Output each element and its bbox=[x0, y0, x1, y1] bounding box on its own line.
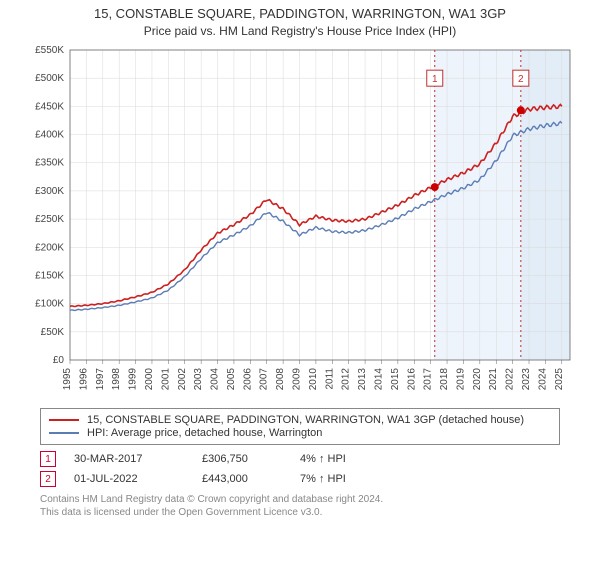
svg-text:£400K: £400K bbox=[35, 130, 64, 141]
svg-text:2007: 2007 bbox=[259, 368, 270, 391]
dp2-trend: 7% ↑ HPI bbox=[300, 473, 380, 485]
svg-text:1998: 1998 bbox=[111, 368, 122, 391]
chart-subtitle: Price paid vs. HM Land Registry's House … bbox=[0, 24, 600, 38]
svg-text:2017: 2017 bbox=[423, 368, 434, 391]
chart-area: £0 £50K £100K £150K £200K £250K £300K £350K £400… bbox=[20, 42, 580, 402]
footer-attribution: Contains HM Land Registry data © Crown c… bbox=[40, 493, 560, 519]
svg-text:2014: 2014 bbox=[373, 368, 384, 391]
svg-text:2023: 2023 bbox=[521, 368, 532, 391]
svg-text:2: 2 bbox=[518, 74, 524, 85]
svg-text:1995: 1995 bbox=[62, 368, 73, 391]
svg-text:2015: 2015 bbox=[390, 368, 401, 391]
svg-text:2025: 2025 bbox=[554, 368, 565, 391]
svg-text:£350K: £350K bbox=[35, 158, 64, 169]
footer-line-1: Contains HM Land Registry data © Crown c… bbox=[40, 493, 560, 506]
svg-text:2013: 2013 bbox=[357, 368, 368, 391]
svg-text:2022: 2022 bbox=[505, 368, 516, 391]
svg-text:£100K: £100K bbox=[35, 299, 64, 310]
svg-text:2016: 2016 bbox=[406, 368, 417, 391]
legend-row-series1: 15, CONSTABLE SQUARE, PADDINGTON, WARRIN… bbox=[49, 414, 551, 426]
svg-text:2021: 2021 bbox=[488, 368, 499, 391]
datapoint-row-2: 2 01-JUL-2022 £443,000 7% ↑ HPI bbox=[40, 469, 560, 489]
svg-text:2018: 2018 bbox=[439, 368, 450, 391]
svg-text:£0: £0 bbox=[53, 355, 65, 366]
dp1-price: £306,750 bbox=[202, 453, 282, 465]
svg-text:1: 1 bbox=[432, 74, 438, 85]
dp2-price: £443,000 bbox=[202, 473, 282, 485]
svg-text:2011: 2011 bbox=[324, 368, 335, 390]
chart-title-address: 15, CONSTABLE SQUARE, PADDINGTON, WARRIN… bbox=[0, 6, 600, 21]
svg-text:2000: 2000 bbox=[144, 368, 155, 391]
svg-text:£450K: £450K bbox=[35, 101, 64, 112]
legend-label-2: HPI: Average price, detached house, Warr… bbox=[87, 427, 322, 439]
badge-2: 2 bbox=[40, 471, 56, 487]
svg-text:1999: 1999 bbox=[128, 368, 139, 391]
svg-text:2012: 2012 bbox=[341, 368, 352, 391]
legend-swatch-1 bbox=[49, 419, 79, 421]
dp2-date: 01-JUL-2022 bbox=[74, 473, 184, 485]
datapoint-row-1: 1 30-MAR-2017 £306,750 4% ↑ HPI bbox=[40, 449, 560, 469]
badge-1: 1 bbox=[40, 451, 56, 467]
svg-text:2010: 2010 bbox=[308, 368, 319, 391]
svg-text:2004: 2004 bbox=[210, 368, 221, 391]
svg-text:2002: 2002 bbox=[177, 368, 188, 391]
svg-text:2009: 2009 bbox=[292, 368, 303, 391]
svg-text:£150K: £150K bbox=[35, 270, 64, 281]
svg-text:2001: 2001 bbox=[160, 368, 171, 391]
svg-text:£500K: £500K bbox=[35, 73, 64, 84]
svg-text:2020: 2020 bbox=[472, 368, 483, 391]
legend-row-series2: HPI: Average price, detached house, Warr… bbox=[49, 427, 551, 439]
datapoint-table: 1 30-MAR-2017 £306,750 4% ↑ HPI 2 01-JUL… bbox=[40, 449, 560, 489]
legend-swatch-2 bbox=[49, 432, 79, 434]
svg-text:2019: 2019 bbox=[455, 368, 466, 391]
svg-text:2003: 2003 bbox=[193, 368, 204, 391]
svg-text:2006: 2006 bbox=[242, 368, 253, 391]
svg-text:£250K: £250K bbox=[35, 214, 64, 225]
svg-text:1997: 1997 bbox=[95, 368, 106, 391]
svg-text:2008: 2008 bbox=[275, 368, 286, 391]
line-chart-svg: £0 £50K £100K £150K £200K £250K £300K £350K £400… bbox=[20, 42, 580, 402]
svg-text:£50K: £50K bbox=[41, 327, 65, 338]
legend-label-1: 15, CONSTABLE SQUARE, PADDINGTON, WARRIN… bbox=[87, 414, 524, 426]
svg-text:2024: 2024 bbox=[537, 368, 548, 391]
svg-text:£300K: £300K bbox=[35, 186, 64, 197]
svg-text:£200K: £200K bbox=[35, 242, 64, 253]
svg-text:£550K: £550K bbox=[35, 45, 64, 56]
dp1-trend: 4% ↑ HPI bbox=[300, 453, 380, 465]
svg-text:1996: 1996 bbox=[78, 368, 89, 391]
legend-box: 15, CONSTABLE SQUARE, PADDINGTON, WARRIN… bbox=[40, 408, 560, 445]
svg-text:2005: 2005 bbox=[226, 368, 237, 391]
dp1-date: 30-MAR-2017 bbox=[74, 453, 184, 465]
footer-line-2: This data is licensed under the Open Gov… bbox=[40, 506, 560, 519]
